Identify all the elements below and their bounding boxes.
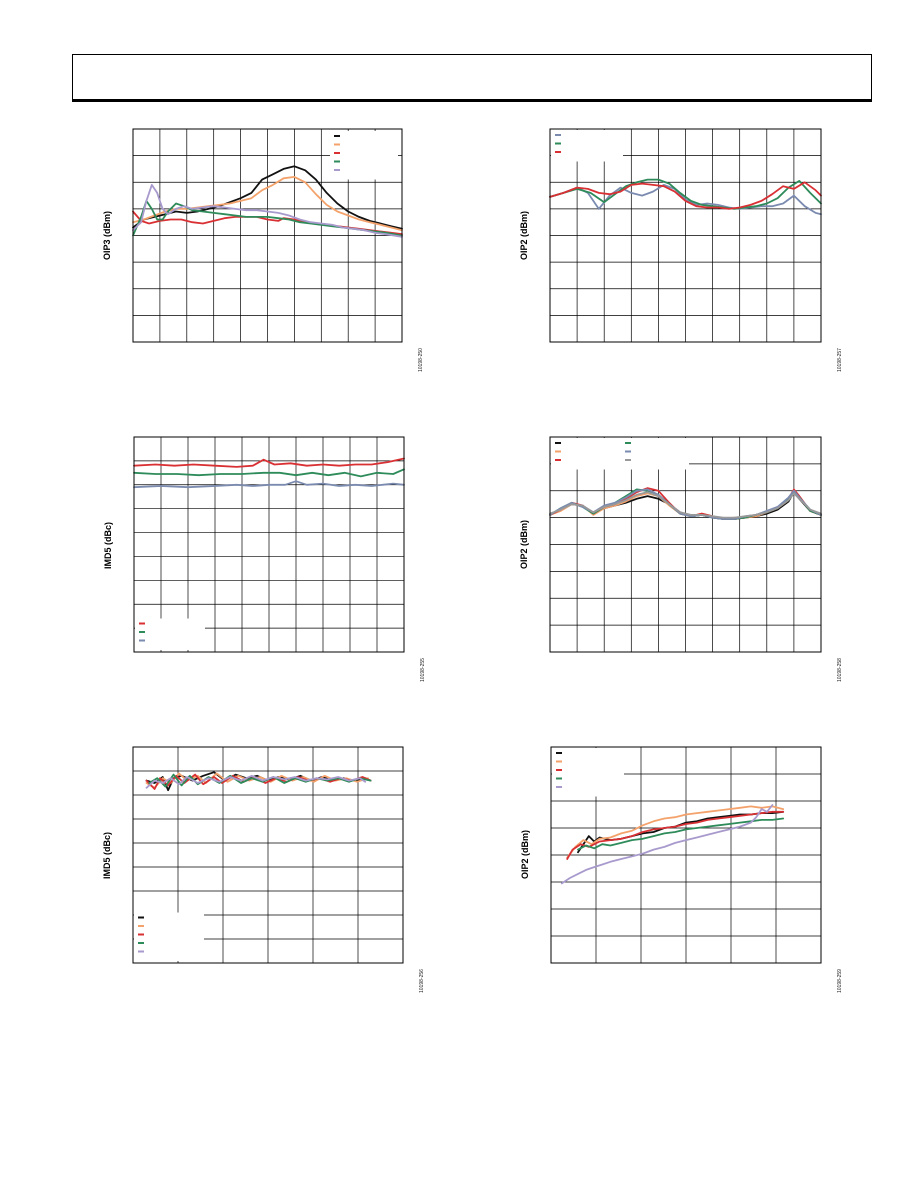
series-line-4 [577, 817, 785, 851]
y-axis-label: OIP2 (dBm) [519, 519, 529, 569]
legend [135, 618, 205, 650]
figure-id: 10198-257 [837, 348, 843, 372]
series-line-4 [148, 773, 372, 788]
series-line-1 [133, 457, 405, 468]
legend-box [551, 438, 689, 470]
figure-id: 10198-258 [837, 658, 843, 682]
figure-id: 10198-255 [420, 658, 426, 682]
legend [551, 130, 623, 162]
series-line-2 [566, 805, 785, 859]
y-axis-label: OIP2 (dBm) [519, 210, 529, 260]
y-axis-label: OIP2 (dBm) [520, 829, 530, 879]
legend-box [330, 131, 398, 180]
plot-border [132, 746, 404, 964]
plot-border [549, 128, 822, 343]
series-line-2 [133, 468, 405, 478]
figure-id: 10198-256 [419, 969, 425, 993]
series-line-1 [577, 810, 785, 854]
series-line-5 [560, 804, 774, 885]
series-line-3 [549, 181, 822, 210]
legend [551, 438, 689, 470]
plot-border [132, 128, 403, 343]
plot-border [550, 746, 822, 964]
legend-box [134, 912, 204, 961]
grid [551, 747, 821, 963]
y-axis-label: IMD5 (dBc) [102, 832, 112, 879]
legend-box [135, 618, 205, 650]
legend [134, 912, 204, 961]
series-line-1 [132, 165, 403, 230]
legend [552, 748, 624, 797]
legend [330, 131, 398, 180]
series-line-5 [145, 774, 367, 789]
series-line-2 [549, 178, 822, 210]
plot-border [133, 436, 405, 653]
grid [134, 437, 404, 652]
y-axis-label: IMD5 (dBc) [103, 521, 113, 569]
figure-id: 10198-250 [418, 348, 424, 372]
page-header-box [72, 54, 872, 102]
series-line-3 [133, 480, 405, 489]
series-line-1 [549, 183, 822, 216]
legend-box [551, 130, 623, 162]
legend-box [552, 748, 624, 797]
y-axis-label: OIP3 (dBm) [102, 210, 112, 260]
figure-id: 10198-259 [837, 969, 843, 993]
series-line-6 [549, 491, 822, 519]
series-line-5 [132, 183, 403, 238]
series-line-3 [566, 810, 785, 860]
plot-border [549, 436, 822, 653]
